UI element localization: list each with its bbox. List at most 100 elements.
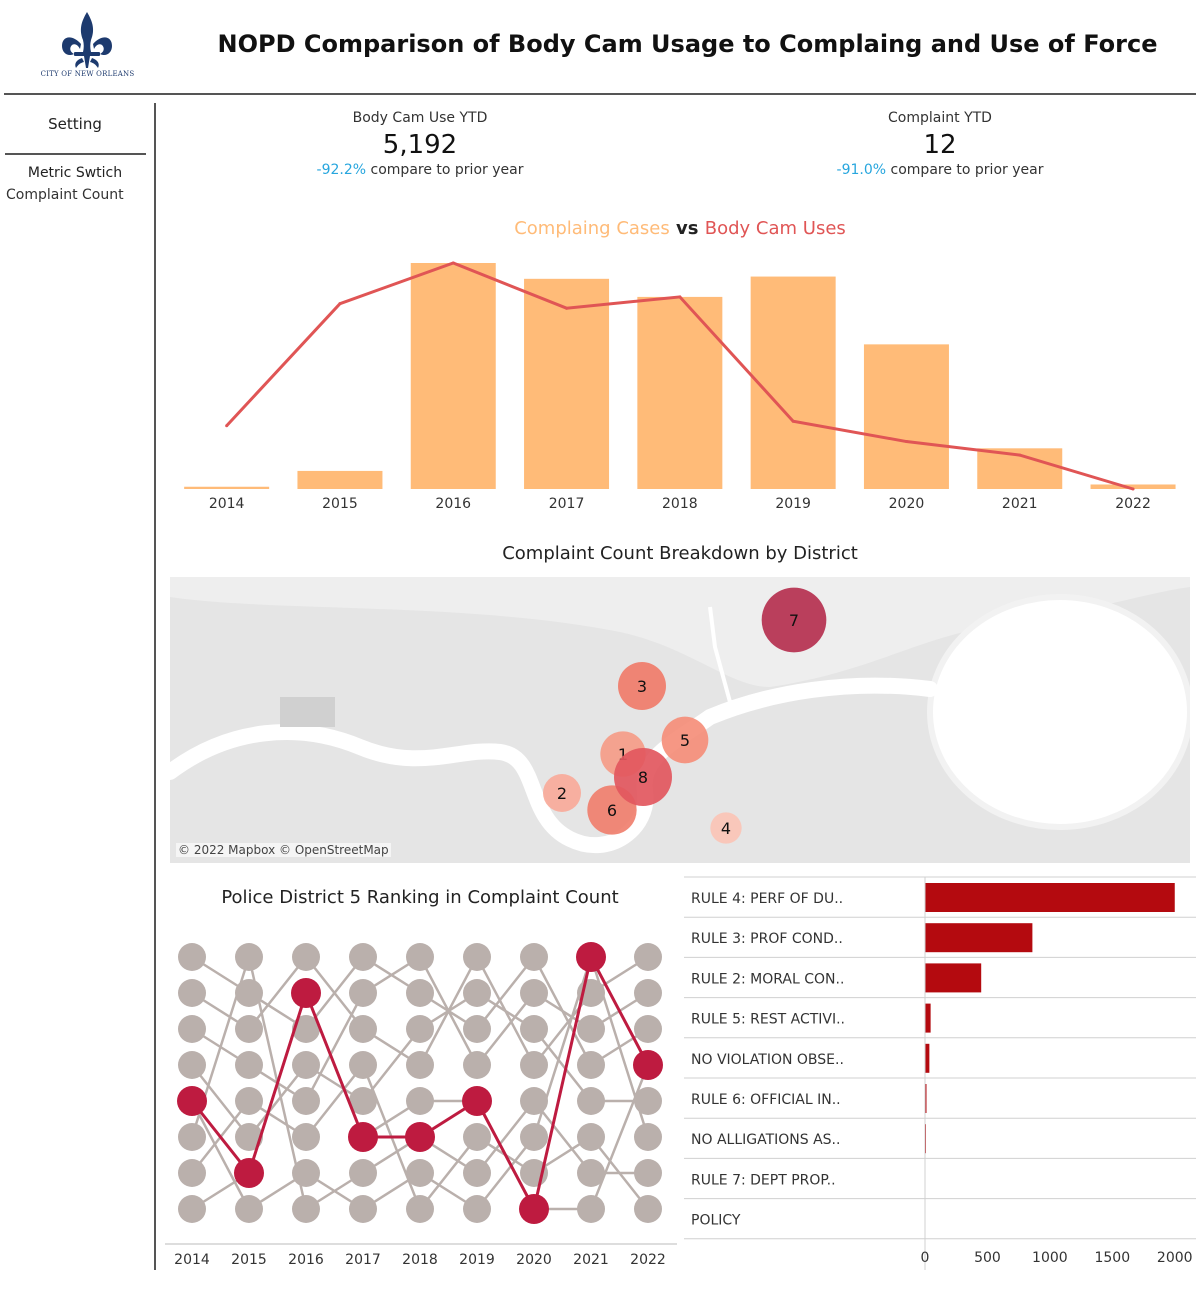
lake-borgne (927, 594, 1190, 830)
setting-label: Setting (48, 115, 102, 133)
rank-dot-2019 (463, 979, 491, 1007)
combo-chart[interactable]: 2014 2015 2016 2017 2018 2019 2020 2021 2022 (170, 250, 1190, 525)
rank-dot-2021 (577, 1015, 605, 1043)
x-tick-2021: 2021 (1002, 496, 1038, 512)
rule-label: RULE 3: PROF COND.. (691, 931, 843, 947)
rank-dot-2015 (235, 1087, 263, 1115)
rank-dot-2019 (463, 1159, 491, 1187)
rule-bar (925, 1084, 927, 1113)
airport-area (280, 697, 335, 727)
rank-dot-2014 (178, 979, 206, 1007)
rank-dot-2015 (235, 1123, 263, 1151)
x-tick-2014: 2014 (209, 496, 245, 512)
rank-dot-2014 (178, 1123, 206, 1151)
x-tick-2016: 2016 (435, 496, 471, 512)
rank-dot-2022 (634, 1087, 662, 1115)
rule-bar (925, 1003, 931, 1033)
x-tick-2018: 2018 (662, 496, 698, 512)
district-bubble-5 (661, 716, 709, 764)
fleur-de-lis-logo (62, 12, 112, 68)
combo-title-vs: vs (669, 218, 705, 239)
rule-label: POLICY (691, 1213, 741, 1229)
bump-x-tick-2019: 2019 (459, 1252, 495, 1268)
bump-x-tick-2014: 2014 (174, 1252, 210, 1268)
rank-dot-2022 (634, 1195, 662, 1223)
kpi-complaint-compare-text: compare to prior year (886, 162, 1044, 178)
rule-violation-bar-chart[interactable]: RULE 4: PERF OF DU.. RULE 3: PROF COND.. R… (684, 875, 1196, 1270)
rank-dot-2019 (463, 1051, 491, 1079)
rank-dot-2014 (178, 1159, 206, 1187)
bump-x-tick-2018: 2018 (402, 1252, 438, 1268)
rank-dot-2020 (520, 979, 548, 1007)
rule-bar (925, 963, 982, 993)
rank-dot-2019 (463, 1195, 491, 1223)
kpi-complaint-label: Complaint YTD (888, 110, 992, 126)
district-map[interactable]: 7 3 5 2 6 18 4 (170, 577, 1190, 863)
map-title: Complaint Count Breakdown by District (502, 543, 858, 564)
rule-x-tick: 1500 (1094, 1250, 1130, 1266)
sidebar: Setting Metric Swtich Complaint Count (0, 103, 156, 1270)
rank-dot-2016 (292, 1159, 320, 1187)
rank-dot-2018 (406, 943, 434, 971)
rank-dot-2015 (235, 1015, 263, 1043)
rank-dot-2018 (406, 1015, 434, 1043)
rank-dot-district-5-2021 (576, 942, 606, 972)
rule-x-tick: 2000 (1157, 1250, 1193, 1266)
header-divider (4, 93, 1196, 95)
ranking-bump-chart[interactable]: 2014 2015 2016 2017 2018 2019 2020 2021 2022 (165, 925, 677, 1270)
district-label-4: 4 (721, 819, 731, 838)
bump-x-tick-2017: 2017 (345, 1252, 381, 1268)
rank-dot-2018 (406, 1195, 434, 1223)
district-bubble-8 (614, 748, 672, 806)
rank-dot-2015 (235, 979, 263, 1007)
map-attribution: © 2022 Mapbox © OpenStreetMap (176, 843, 391, 857)
x-tick-2017: 2017 (549, 496, 585, 512)
rank-dot-2017 (349, 1159, 377, 1187)
point-bodycam-2021 (1018, 453, 1022, 457)
rank-dot-2020 (520, 1051, 548, 1079)
bump-x-tick-2022: 2022 (630, 1252, 666, 1268)
page-title: NOPD Comparison of Body Cam Usage to Com… (217, 30, 1158, 58)
rank-dot-2015 (235, 1195, 263, 1223)
rank-dot-district-5-2014 (177, 1086, 207, 1116)
industrial-canal (708, 606, 770, 704)
rule-x-tick: 1000 (1032, 1250, 1068, 1266)
combo-title-bodycam: Body Cam Uses (704, 218, 846, 239)
district-label-3: 3 (637, 677, 647, 696)
district-bubble-4 (710, 812, 742, 844)
rank-dot-2018 (406, 1051, 434, 1079)
rule-label: RULE 5: REST ACTIVI.. (691, 1012, 845, 1028)
bar-complaints-2014 (184, 486, 270, 489)
point-bodycam-2017 (565, 306, 569, 310)
rank-dot-2021 (577, 1195, 605, 1223)
combo-chart-title: Complaing Cases vs Body Cam Uses (170, 218, 1190, 239)
kpi-complaint-delta: -91.0% (836, 162, 887, 178)
rank-dot-2018 (406, 1087, 434, 1115)
rule-x-tick: 500 (974, 1250, 1001, 1266)
rank-dot-2015 (235, 943, 263, 971)
point-bodycam-2015 (338, 302, 342, 306)
kpi-bodycam-compare: -92.2% compare to prior year (270, 162, 570, 178)
rank-dot-district-5-2018 (405, 1122, 435, 1152)
rank-dot-2020 (520, 1087, 548, 1115)
bar-complaints-2015 (297, 470, 383, 489)
kpi-bodycam-delta: -92.2% (316, 162, 367, 178)
point-bodycam-2016 (451, 261, 455, 265)
rank-dot-2016 (292, 1195, 320, 1223)
kpi-complaint-value: 12 (923, 130, 957, 160)
setting-divider (5, 153, 146, 155)
bump-x-tick-2016: 2016 (288, 1252, 324, 1268)
metric-switch-selector[interactable]: Complaint Count (6, 187, 124, 203)
kpi-bodycam: Body Cam Use YTD 5,192 -92.2% compare to… (270, 110, 570, 178)
rank-dot-2015 (235, 1051, 263, 1079)
bump-x-tick-2015: 2015 (231, 1252, 267, 1268)
rank-dot-2020 (520, 943, 548, 971)
rank-dot-2019 (463, 1015, 491, 1043)
combo-title-complaints: Complaing Cases (514, 218, 670, 239)
rank-dot-district-5-2022 (633, 1050, 663, 1080)
rank-dot-district-5-2020 (519, 1194, 549, 1224)
rank-dot-2016 (292, 1123, 320, 1151)
rank-dot-district-5-2017 (348, 1122, 378, 1152)
point-bodycam-2018 (678, 295, 682, 299)
kpi-bodycam-value: 5,192 (382, 130, 458, 160)
